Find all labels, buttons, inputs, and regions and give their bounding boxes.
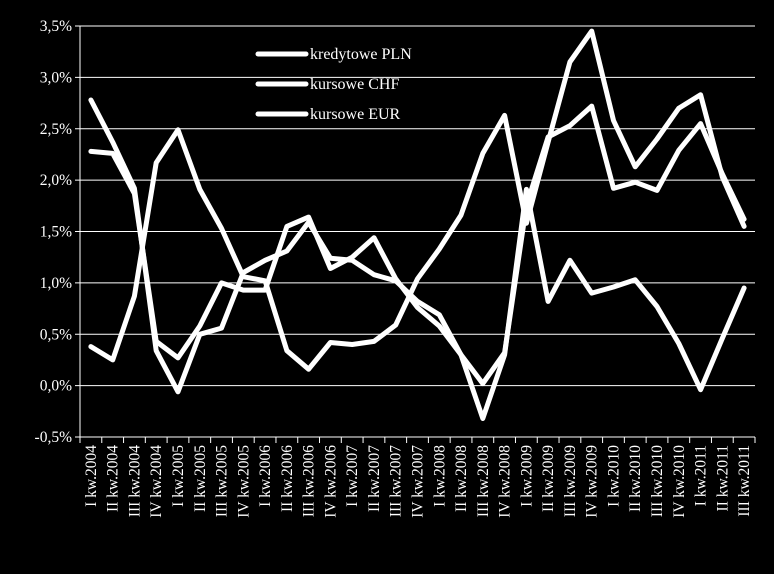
y-tick-label: 2,5% xyxy=(40,121,72,138)
x-tick-label: II kw.2009 xyxy=(540,445,557,512)
axes xyxy=(79,26,756,443)
x-tick-label: I kw.2006 xyxy=(257,445,274,507)
x-tick-label: I kw.2011 xyxy=(693,445,710,506)
x-tick-label: I kw.2010 xyxy=(605,445,622,507)
x-tick-label: III kw.2009 xyxy=(562,445,579,517)
y-axis-tick-labels: -0,5% 0,0% 0,5% 1,0% 1,5% 2,0% 2,5% 3,0% 3,5% xyxy=(35,18,73,446)
x-tick-label: IV kw.2009 xyxy=(584,445,601,518)
x-tick-label: III kw.2010 xyxy=(649,445,666,517)
x-tick-label: I kw.2009 xyxy=(518,445,535,507)
x-tick-label: I kw.2008 xyxy=(431,445,448,507)
series-line xyxy=(88,28,747,372)
series-line xyxy=(88,97,747,421)
y-tick-label: 3,0% xyxy=(40,69,72,86)
x-tick-label: IV kw.2004 xyxy=(148,445,165,518)
x-tick-label: III kw.2008 xyxy=(475,445,492,517)
series-line xyxy=(88,103,747,387)
x-tick-label: II kw.2006 xyxy=(279,445,296,512)
x-tick-label: IV kw.2006 xyxy=(322,445,339,518)
y-tick-label: 1,5% xyxy=(40,224,72,241)
grid-lines xyxy=(75,25,755,438)
x-tick-label: II kw.2010 xyxy=(627,445,644,512)
series-lines xyxy=(88,28,747,421)
x-tick-label: IV kw.2005 xyxy=(235,445,252,518)
y-tick-label: 2,0% xyxy=(40,172,72,189)
y-tick-label: 1,0% xyxy=(40,275,72,292)
x-tick-label: II kw.2005 xyxy=(192,445,209,512)
x-tick-label: III kw.2011 xyxy=(736,445,753,517)
x-tick-label: IV kw.2007 xyxy=(410,445,427,518)
x-tick-label: I kw.2005 xyxy=(170,445,187,507)
x-tick-label: II kw.2011 xyxy=(714,445,731,511)
legend-label: kursowe EUR xyxy=(310,106,401,123)
y-tick-label: 0,0% xyxy=(40,378,72,395)
x-tick-label: II kw.2008 xyxy=(453,445,470,512)
x-tick-label: III kw.2004 xyxy=(126,445,143,517)
y-tick-label: 3,5% xyxy=(40,18,72,35)
x-tick-label: III kw.2006 xyxy=(301,445,318,517)
y-tick-label: 0,5% xyxy=(40,326,72,343)
x-tick-label: IV kw.2008 xyxy=(497,445,514,518)
x-tick-label: II kw.2004 xyxy=(105,445,122,512)
x-axis-tick-labels: I kw.2004 II kw.2004 III kw.2004 IV kw.2004… xyxy=(83,445,753,518)
x-tick-label: III kw.2005 xyxy=(214,445,231,517)
x-tick-label: I kw.2004 xyxy=(83,445,100,507)
x-tick-label: IV kw.2010 xyxy=(671,445,688,518)
x-tick-label: II kw.2007 xyxy=(366,445,383,512)
x-tick-label: III kw.2007 xyxy=(388,445,405,517)
legend: kredytowe PLN kursowe CHF kursowe EUR xyxy=(255,46,412,123)
legend-label: kursowe CHF xyxy=(310,76,399,93)
x-tick-label: I kw.2007 xyxy=(344,445,361,507)
legend-label: kredytowe PLN xyxy=(310,46,412,63)
y-tick-label: -0,5% xyxy=(35,429,73,446)
